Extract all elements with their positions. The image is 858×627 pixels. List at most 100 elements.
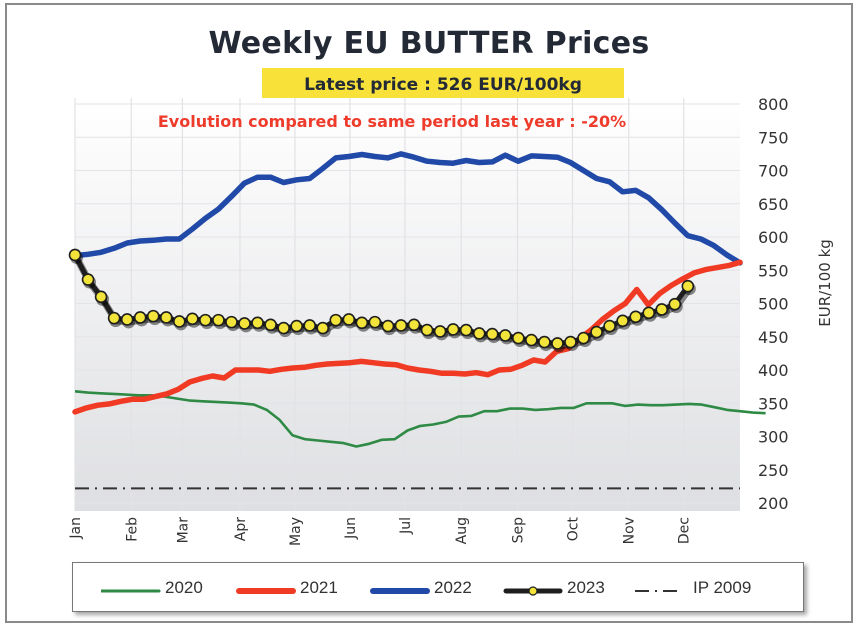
series-2021-line [72, 259, 743, 415]
legend-item-ip2009[interactable]: IP 2009 [635, 563, 751, 613]
series-2023-marker [225, 315, 238, 329]
series-2023-marker [329, 313, 343, 327]
latest-price-banner: Latest price : 526 EUR/100kg [262, 68, 624, 102]
series-2023-marker [655, 303, 669, 316]
legend-swatch-ip2009 [635, 582, 679, 594]
legend-swatch-2020 [99, 582, 161, 594]
x-tick-label: May [288, 517, 304, 546]
y-tick-label: 200 [758, 494, 789, 513]
series-2023-marker [603, 319, 616, 333]
legend-item-2020[interactable]: 2020 [99, 563, 203, 613]
y-tick-label: 300 [758, 428, 789, 447]
series-2022-line [72, 151, 743, 266]
series-2023-marker [407, 318, 421, 332]
series-2023-marker [512, 331, 525, 345]
x-tick-label: Apr [233, 517, 249, 541]
series-2023-marker [368, 315, 382, 329]
series-2023-marker [394, 319, 408, 332]
legend-label: IP 2009 [693, 578, 752, 597]
series-2023-marker [212, 313, 225, 327]
x-tick-label: Sep [510, 517, 526, 544]
series-2023-marker [94, 290, 108, 304]
series-2023-marker [590, 325, 603, 339]
x-tick-label: Aug [454, 517, 470, 544]
series-2023-marker [538, 335, 551, 349]
y-tick-label: 750 [758, 128, 789, 147]
series-2023-marker [446, 323, 460, 336]
series-group [68, 151, 766, 490]
series-2023-marker [277, 321, 290, 335]
legend-label: 2021 [300, 578, 338, 597]
series-2023-marker [355, 316, 369, 330]
series-2023-marker [107, 311, 121, 325]
y-tick-label: 550 [758, 261, 789, 280]
x-tick-label: Jan [68, 517, 84, 540]
series-2023-marker [159, 311, 173, 324]
series-2020-line [74, 390, 766, 448]
series-2023-marker [120, 313, 134, 326]
series-2023-marker [381, 319, 395, 333]
series-2023-marker [186, 312, 199, 326]
series-2023-marker [629, 310, 642, 324]
chart-title: Weekly EU BUTTER Prices [208, 26, 650, 61]
x-tick-label: Nov [622, 517, 638, 544]
plot-area [75, 98, 740, 511]
x-tick-label: Feb [124, 517, 140, 542]
series-2023-marker [264, 318, 277, 332]
series-2023-marker [668, 297, 682, 311]
series-2023-marker [577, 331, 590, 345]
series-2023-marker [303, 319, 317, 332]
series-2023-marker [551, 337, 564, 350]
y-tick-label: 600 [758, 228, 789, 247]
legend-item-2023[interactable]: 2023 [503, 563, 605, 613]
y-tick-label: 800 [758, 95, 789, 114]
x-tick-label: Dec [677, 517, 693, 544]
series-2023-marker [81, 273, 95, 286]
x-tick-label: Mar [175, 517, 191, 544]
yoy-evolution-text: Evolution compared to same period last y… [157, 112, 627, 131]
y-tick-label: 400 [758, 361, 789, 380]
legend: 2020 2021 2022 2023 IP 2009 [72, 562, 804, 612]
legend-swatch-2021 [236, 582, 296, 594]
series-2023-marker [485, 327, 499, 341]
y-axis-label: EUR/100 kg [816, 239, 834, 327]
x-tick-label: Oct [565, 517, 581, 542]
legend-label: 2020 [165, 578, 203, 597]
y-tick-label: 700 [758, 162, 789, 181]
series-2023-marker [68, 248, 82, 262]
series-2023-marker [433, 325, 447, 338]
series-2023-marker [146, 309, 160, 323]
series-2023-marker [342, 313, 356, 326]
series-2023-marker [564, 335, 577, 349]
legend-item-2021[interactable]: 2021 [236, 563, 338, 613]
series-2023-marker [525, 333, 538, 347]
y-tick-label: 350 [758, 394, 789, 413]
series-2023-marker [472, 327, 486, 340]
y-tick-label: 450 [758, 328, 789, 347]
y-tick-label: 650 [758, 195, 789, 214]
grid-lines [74, 98, 740, 511]
series-2023-marker [290, 319, 303, 333]
series-2023-marker [316, 321, 330, 335]
series-2023-marker [642, 306, 656, 320]
series-2023-marker [238, 317, 251, 330]
series-2023-marker [251, 316, 264, 330]
y-axis: 800 750 700 650 600 550 500 450 400 350 300 250 200 [758, 95, 789, 513]
series-2023-marker [199, 313, 212, 327]
series-2023-marker [459, 323, 473, 337]
series-2023-marker [498, 329, 512, 342]
y-tick-label: 250 [758, 461, 789, 480]
legend-label: 2023 [567, 578, 605, 597]
legend-swatch-2022 [370, 582, 430, 594]
legend-label: 2022 [434, 578, 472, 597]
series-2023-marker [681, 279, 695, 293]
legend-item-2022[interactable]: 2022 [370, 563, 472, 613]
x-tick-label: Jun [343, 517, 359, 540]
series-2023-marker [420, 323, 434, 337]
series-2023-marker [173, 315, 186, 328]
y-tick-label: 500 [758, 295, 789, 314]
x-axis: Jan Feb Mar Apr May Jun Jul Aug Sep Oct Nov Dec [68, 517, 693, 546]
series-2023-marker [616, 314, 629, 328]
series-2023-marker [133, 311, 147, 324]
